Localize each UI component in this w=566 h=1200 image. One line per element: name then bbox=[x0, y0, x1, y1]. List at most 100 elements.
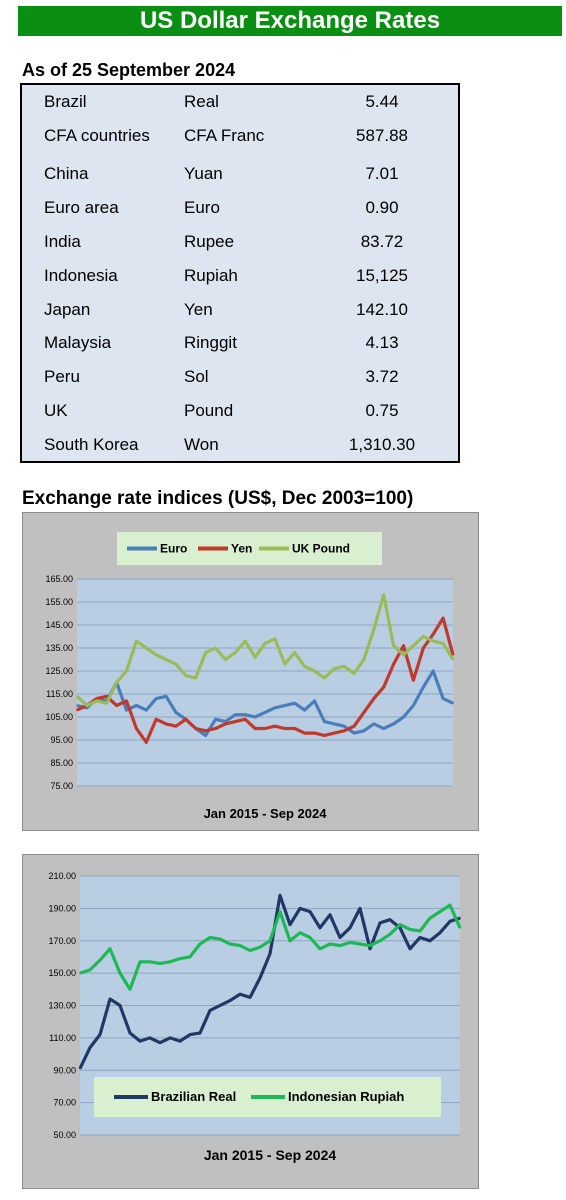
currency-name: Rupee bbox=[184, 232, 235, 251]
data-point bbox=[279, 894, 281, 897]
data-point bbox=[105, 702, 108, 704]
data-point bbox=[219, 1004, 221, 1007]
y-tick-label: 155.00 bbox=[45, 597, 73, 607]
data-point bbox=[224, 658, 227, 661]
data-point bbox=[412, 644, 415, 647]
data-point bbox=[353, 732, 355, 734]
rate-row: Indonesia Rupiah 15,125 bbox=[22, 266, 458, 292]
data-point bbox=[339, 936, 341, 939]
currency-name: Sol bbox=[184, 367, 209, 386]
data-point bbox=[379, 939, 381, 942]
data-point bbox=[179, 957, 181, 960]
data-point bbox=[145, 741, 148, 744]
y-tick-label: 190.00 bbox=[48, 903, 76, 913]
legend bbox=[117, 532, 382, 565]
rate-value: 83.72 bbox=[360, 232, 404, 251]
data-point bbox=[339, 944, 341, 947]
data-point bbox=[204, 730, 207, 732]
data-point bbox=[422, 647, 425, 649]
rate-row: India Rupee 83.72 bbox=[22, 232, 458, 258]
data-point bbox=[333, 667, 336, 670]
rate-row: Japan Yen 142.10 bbox=[22, 300, 458, 326]
data-point bbox=[349, 941, 351, 944]
data-point bbox=[402, 644, 405, 647]
data-point bbox=[283, 663, 286, 665]
data-point bbox=[175, 725, 177, 727]
country-name: India bbox=[44, 232, 81, 251]
data-point bbox=[369, 944, 371, 947]
rate-value: 4.13 bbox=[365, 333, 399, 352]
country-name: Indonesia bbox=[44, 266, 118, 285]
rate-row: South Korea Won 1,310.30 bbox=[22, 435, 458, 461]
data-point bbox=[329, 943, 331, 945]
data-point bbox=[194, 727, 197, 730]
data-point bbox=[379, 922, 381, 924]
data-point bbox=[293, 702, 296, 704]
y-tick-label: 170.00 bbox=[48, 936, 76, 946]
data-point bbox=[373, 628, 375, 631]
data-point bbox=[289, 939, 291, 942]
data-point bbox=[419, 936, 421, 939]
x-axis-label: Jan 2015 - Sep 2024 bbox=[204, 806, 328, 821]
data-point bbox=[139, 960, 141, 963]
legend-label: Euro bbox=[160, 542, 187, 556]
data-point bbox=[254, 727, 256, 730]
y-tick-label: 50.00 bbox=[53, 1130, 76, 1140]
data-point bbox=[269, 939, 271, 942]
data-point bbox=[189, 956, 191, 958]
data-point bbox=[189, 1033, 191, 1036]
rate-row: China Yuan 7.01 bbox=[22, 164, 458, 190]
data-point bbox=[125, 709, 128, 711]
data-point bbox=[129, 988, 131, 991]
data-point bbox=[299, 907, 301, 910]
rate-row: Brazil Real 5.44 bbox=[22, 92, 458, 118]
data-point bbox=[79, 1067, 81, 1070]
data-point bbox=[353, 672, 355, 675]
data-point bbox=[319, 927, 321, 929]
rate-value: 5.44 bbox=[365, 92, 399, 111]
data-point bbox=[389, 933, 391, 936]
data-point bbox=[442, 697, 444, 700]
data-point bbox=[359, 907, 361, 910]
data-point bbox=[389, 918, 391, 921]
legend-label: UK Pound bbox=[292, 542, 350, 556]
data-point bbox=[452, 654, 454, 656]
data-point bbox=[323, 720, 326, 723]
data-point bbox=[155, 697, 157, 700]
data-point bbox=[349, 927, 351, 929]
data-point bbox=[95, 697, 98, 700]
data-point bbox=[279, 910, 281, 913]
y-tick-label: 90.00 bbox=[53, 1065, 76, 1075]
data-point bbox=[459, 927, 461, 929]
data-point bbox=[185, 674, 187, 677]
data-point bbox=[99, 1033, 101, 1036]
rate-value: 142.10 bbox=[356, 300, 408, 319]
y-tick-label: 210.00 bbox=[48, 871, 76, 881]
data-point bbox=[422, 686, 425, 688]
data-point bbox=[429, 939, 431, 942]
country-name: UK bbox=[44, 401, 68, 420]
data-point bbox=[199, 1032, 201, 1034]
data-point bbox=[239, 993, 241, 995]
rate-value: 0.90 bbox=[365, 198, 399, 217]
data-point bbox=[194, 677, 197, 679]
y-tick-label: 135.00 bbox=[45, 643, 73, 653]
data-point bbox=[139, 1040, 141, 1042]
indices-heading: Exchange rate indices (US$, Dec 2003=100… bbox=[22, 488, 414, 509]
data-point bbox=[149, 960, 151, 963]
data-point bbox=[125, 700, 128, 702]
data-point bbox=[429, 917, 431, 919]
data-point bbox=[179, 1040, 181, 1042]
data-point bbox=[289, 923, 291, 926]
data-point bbox=[89, 1046, 91, 1049]
data-point bbox=[234, 713, 237, 716]
y-tick-label: 115.00 bbox=[46, 689, 73, 699]
data-point bbox=[204, 651, 207, 654]
data-point bbox=[313, 732, 316, 734]
data-point bbox=[323, 734, 326, 737]
data-point bbox=[105, 695, 108, 698]
data-point bbox=[392, 723, 395, 725]
data-point bbox=[169, 1037, 171, 1039]
y-tick-label: 150.00 bbox=[48, 968, 76, 978]
data-point bbox=[249, 949, 251, 952]
